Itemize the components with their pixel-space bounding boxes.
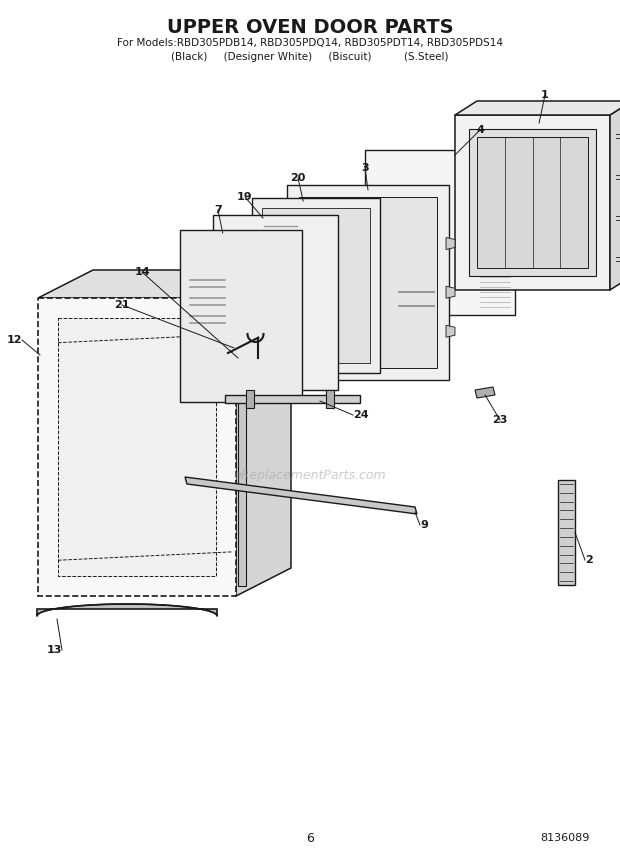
Polygon shape (287, 185, 449, 380)
Text: (Black)     (Designer White)     (Biscuit)          (S.Steel): (Black) (Designer White) (Biscuit) (S.St… (171, 52, 449, 62)
Text: 1: 1 (541, 90, 549, 100)
Text: 19: 19 (237, 192, 253, 202)
Polygon shape (558, 480, 575, 585)
Polygon shape (477, 137, 588, 268)
Text: 3: 3 (361, 163, 369, 173)
Polygon shape (446, 325, 455, 337)
Text: 9: 9 (420, 520, 428, 530)
Polygon shape (475, 387, 495, 398)
Polygon shape (58, 318, 216, 576)
Polygon shape (180, 230, 302, 402)
Polygon shape (446, 237, 455, 249)
Polygon shape (446, 286, 455, 298)
Polygon shape (252, 198, 380, 373)
Polygon shape (37, 604, 217, 616)
Polygon shape (213, 215, 338, 390)
Text: 21: 21 (114, 300, 130, 310)
Text: 8136089: 8136089 (541, 833, 590, 843)
Polygon shape (262, 208, 370, 363)
Polygon shape (38, 298, 236, 596)
Polygon shape (38, 270, 291, 298)
Text: eReplacementParts.com: eReplacementParts.com (234, 468, 386, 482)
Polygon shape (455, 101, 620, 115)
Text: 12: 12 (6, 335, 22, 345)
Text: 6: 6 (306, 831, 314, 845)
Text: 7: 7 (214, 205, 222, 215)
Polygon shape (236, 270, 291, 596)
Text: UPPER OVEN DOOR PARTS: UPPER OVEN DOOR PARTS (167, 18, 453, 37)
Text: 2: 2 (585, 555, 593, 565)
Text: For Models:RBD305PDB14, RBD305PDQ14, RBD305PDT14, RBD305PDS14: For Models:RBD305PDB14, RBD305PDQ14, RBD… (117, 38, 503, 48)
Text: 4: 4 (476, 125, 484, 135)
Polygon shape (326, 390, 334, 408)
Polygon shape (610, 101, 620, 290)
Text: 23: 23 (492, 415, 508, 425)
Polygon shape (238, 308, 246, 586)
Text: 14: 14 (134, 267, 150, 277)
Polygon shape (455, 115, 610, 290)
Polygon shape (231, 329, 259, 371)
Polygon shape (365, 150, 515, 315)
Polygon shape (299, 197, 437, 368)
Polygon shape (225, 395, 360, 403)
Text: 20: 20 (290, 173, 306, 183)
Text: 13: 13 (46, 645, 62, 655)
Polygon shape (469, 129, 596, 276)
Polygon shape (185, 477, 417, 514)
Text: 24: 24 (353, 410, 369, 420)
Polygon shape (246, 390, 254, 408)
